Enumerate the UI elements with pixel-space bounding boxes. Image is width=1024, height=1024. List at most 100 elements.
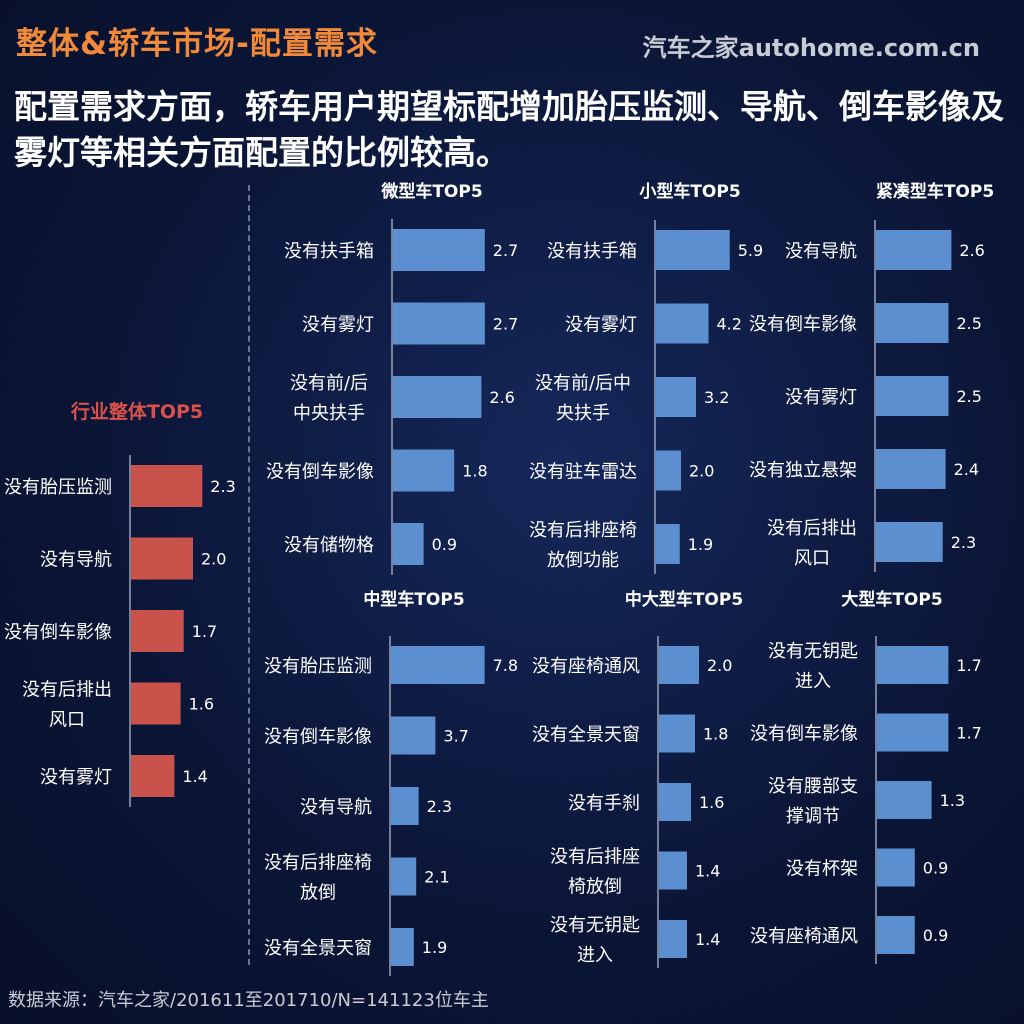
panel-divider xyxy=(248,185,250,965)
bar xyxy=(393,449,455,492)
category-label: 没有雾灯 xyxy=(785,387,857,408)
data-label: 2.4 xyxy=(954,460,979,479)
bar xyxy=(656,303,709,344)
bar xyxy=(876,449,946,489)
chart-title: 中型车TOP5 xyxy=(363,589,464,610)
bar xyxy=(877,713,949,752)
bar xyxy=(393,376,482,418)
bar-chart-panel-3: 紧凑型车TOP5 2.6 没有导航 2.5 没有倒车影像 2.5 没有雾灯 2.4 没有独立悬架… xyxy=(749,181,994,572)
data-label: 2.7 xyxy=(493,241,518,260)
category-label: 没有后排座椅放倒 xyxy=(550,847,640,898)
chart-title: 行业整体TOP5 xyxy=(70,400,203,423)
data-label: 2.0 xyxy=(201,550,226,569)
bar xyxy=(131,682,181,725)
category-label: 没有后排出风口 xyxy=(22,680,112,731)
page-subtitle: 配置需求方面，轿车用户期望标配增加胎压监测、导航、倒车影像及雾灯等相关方面配置的… xyxy=(14,87,1004,172)
category-label: 没有后排座椅放倒功能 xyxy=(529,520,637,571)
chart-title: 微型车TOP5 xyxy=(380,181,482,202)
bar xyxy=(876,230,952,270)
data-label: 1.6 xyxy=(189,695,214,714)
bar xyxy=(877,848,915,887)
category-label: 没有导航 xyxy=(300,797,372,818)
chart-title: 紧凑型车TOP5 xyxy=(876,181,994,202)
category-label: 没有倒车影像 xyxy=(266,462,374,483)
category-label: 没有后排出风口 xyxy=(767,518,857,569)
category-label: 没有导航 xyxy=(40,550,112,571)
data-label: 1.6 xyxy=(699,793,724,812)
bar xyxy=(877,781,932,819)
data-label: 2.5 xyxy=(957,387,982,406)
bar xyxy=(131,465,203,507)
bar xyxy=(656,377,696,417)
category-label: 没有导航 xyxy=(785,241,857,262)
category-label: 没有全景天窗 xyxy=(532,725,640,746)
category-label: 没有倒车影像 xyxy=(750,724,858,745)
data-label: 0.9 xyxy=(432,535,457,554)
data-label: 1.7 xyxy=(192,622,217,641)
category-label: 没有独立悬架 xyxy=(749,460,857,481)
category-label: 没有倒车影像 xyxy=(749,314,857,335)
category-label: 没有全景天窗 xyxy=(264,938,372,959)
category-label: 没有雾灯 xyxy=(40,767,112,788)
bar xyxy=(391,646,485,684)
chart-title: 小型车TOP5 xyxy=(639,181,740,202)
data-label: 3.7 xyxy=(443,727,468,746)
data-label: 2.5 xyxy=(957,314,982,333)
bar xyxy=(877,916,915,954)
autohome-logo: 汽车之家autohome.com.cn xyxy=(642,34,980,62)
category-label: 没有倒车影像 xyxy=(264,727,372,748)
bar-chart-panel-1: 微型车TOP5 2.7 没有扶手箱 2.7 没有雾灯 2.6 没有前/后中央扶手 1.8 没有倒… xyxy=(266,181,518,575)
bar xyxy=(876,522,943,562)
data-label: 7.8 xyxy=(493,656,518,675)
bar-chart-panel-4: 中型车TOP5 7.8 没有胎压监测 3.7 没有倒车影像 2.3 没有导航 2.1 没有后排座… xyxy=(264,589,518,976)
bar xyxy=(393,229,485,271)
bar xyxy=(391,857,417,896)
category-label: 没有无钥匙进入 xyxy=(550,915,640,966)
data-label: 2.3 xyxy=(210,477,235,496)
data-label: 2.6 xyxy=(959,241,984,260)
data-label: 2.3 xyxy=(427,797,452,816)
bar xyxy=(659,783,691,821)
bar xyxy=(131,610,184,652)
bar xyxy=(877,646,949,684)
bar xyxy=(659,646,699,684)
category-label: 没有无钥匙进入 xyxy=(768,641,858,692)
bar xyxy=(876,303,949,343)
bar-chart-panel-2: 小型车TOP5 5.9 没有扶手箱 4.2 没有雾灯 3.2 没有前/后中央扶手 2.0 没有驻… xyxy=(529,181,763,574)
category-label: 没有扶手箱 xyxy=(284,241,374,262)
category-label: 没有腰部支撑调节 xyxy=(768,776,858,827)
data-label: 2.3 xyxy=(951,533,976,552)
bar xyxy=(391,787,419,825)
data-label: 1.9 xyxy=(422,938,447,957)
data-label: 1.3 xyxy=(940,791,965,810)
data-label: 0.9 xyxy=(923,926,948,945)
category-label: 没有前/后中央扶手 xyxy=(290,373,368,424)
bar-chart-panel-0: 行业整体TOP5 2.3 没有胎压监测 2.0 没有导航 1.7 没有倒车影像 1.6 没有后排… xyxy=(4,400,236,807)
data-label: 2.1 xyxy=(424,868,449,887)
category-label: 没有座椅通风 xyxy=(750,926,858,947)
data-label: 1.7 xyxy=(956,724,981,743)
bar xyxy=(656,230,730,270)
bar xyxy=(659,714,695,753)
category-label: 没有杯架 xyxy=(786,859,858,880)
category-label: 没有座椅通风 xyxy=(532,656,640,677)
category-label: 没有倒车影像 xyxy=(4,622,112,643)
data-label: 0.9 xyxy=(923,859,948,878)
bar xyxy=(656,524,680,564)
chart-title: 中大型车TOP5 xyxy=(625,589,743,610)
category-label: 没有胎压监测 xyxy=(4,477,112,498)
data-label: 1.4 xyxy=(695,862,720,881)
category-label: 没有前/后中央扶手 xyxy=(535,373,631,424)
data-label: 2.7 xyxy=(493,315,518,334)
category-label: 没有手刹 xyxy=(568,793,640,814)
chart-title: 大型车TOP5 xyxy=(841,589,942,610)
data-label: 2.6 xyxy=(489,388,514,407)
bar xyxy=(659,920,687,958)
bar xyxy=(131,755,175,797)
bar xyxy=(876,376,949,416)
data-label: 2.0 xyxy=(707,656,732,675)
bar-chart-panel-5: 中大型车TOP5 2.0 没有座椅通风 1.8 没有全景天窗 1.6 没有手刹 1.4 没有后排… xyxy=(532,589,743,968)
bar xyxy=(659,851,687,890)
category-label: 没有胎压监测 xyxy=(264,656,372,677)
